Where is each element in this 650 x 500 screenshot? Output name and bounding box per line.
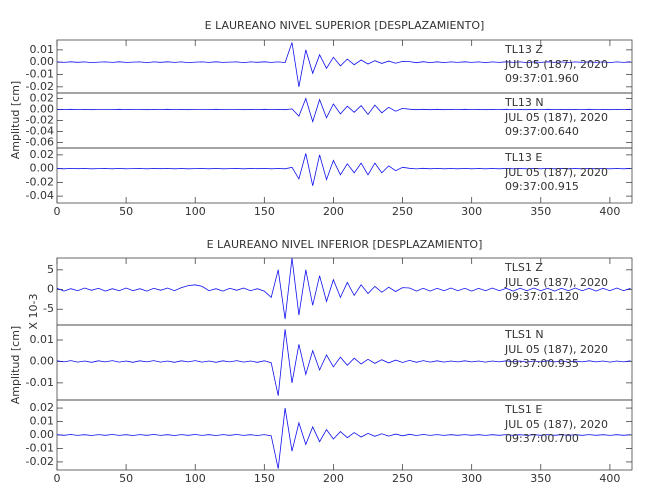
station-label: TL13 E	[504, 151, 542, 164]
x-tick-label: 400	[599, 472, 620, 485]
y-tick-label: 0	[47, 283, 54, 296]
y-tick-label: 0.01	[30, 43, 55, 56]
y-tick-label: 0.02	[30, 148, 55, 161]
y-tick-label: 0.02	[30, 401, 55, 414]
y-tick-label: 0.00	[30, 428, 55, 441]
y-tick-label: 0.00	[30, 103, 55, 116]
scale-label: X 10-3	[27, 294, 40, 330]
date-label: JUL 05 (187), 2020	[504, 343, 608, 356]
y-tick-label: -0.04	[26, 189, 54, 202]
y-tick-label: -0.02	[26, 114, 54, 127]
trace	[56, 42, 631, 87]
x-tick-label: 100	[185, 472, 206, 485]
time-label: 09:37:00.915	[505, 180, 579, 193]
date-label: JUL 05 (187), 2020	[504, 111, 608, 124]
y-tick-label: 0.02	[30, 92, 55, 105]
x-tick-label: 0	[54, 472, 61, 485]
x-tick-label: 200	[323, 205, 344, 218]
y-tick-label: -0.04	[26, 125, 54, 138]
panel-frame	[56, 147, 633, 204]
y-tick-label: -0.01	[26, 376, 54, 389]
x-tick-label: 200	[323, 472, 344, 485]
date-label: JUL 05 (187), 2020	[504, 166, 608, 179]
station-label: TL13 Z	[504, 43, 543, 56]
x-tick-label: 350	[530, 205, 551, 218]
time-label: 09:37:00.640	[505, 125, 579, 138]
x-tick-label: 250	[392, 472, 413, 485]
time-label: 09:37:01.120	[505, 290, 579, 303]
y-tick-label: 0.00	[30, 55, 55, 68]
station-label: TLS1 Z	[504, 261, 543, 274]
y-tick-label: 0.01	[30, 415, 55, 428]
chart-title: E LAUREANO NIVEL SUPERIOR [DESPLAZAMIENT…	[205, 19, 485, 32]
y-tick-label: -0.02	[26, 175, 54, 188]
trace	[56, 408, 631, 469]
y-tick-label: 0.00	[30, 354, 55, 367]
time-label: 09:37:00.700	[505, 432, 579, 445]
y-tick-label: 5	[47, 263, 54, 276]
trace	[56, 97, 631, 123]
trace	[56, 257, 631, 320]
y-tick-label: -0.02	[26, 455, 54, 468]
x-tick-label: 150	[254, 472, 275, 485]
date-label: JUL 05 (187), 2020	[504, 418, 608, 431]
x-tick-label: 350	[530, 472, 551, 485]
x-tick-label: 100	[185, 205, 206, 218]
date-label: JUL 05 (187), 2020	[504, 276, 608, 289]
x-tick-label: 0	[54, 205, 61, 218]
x-tick-label: 400	[599, 205, 620, 218]
time-label: 09:37:00.935	[505, 357, 579, 370]
y-tick-label: 0.00	[30, 162, 55, 175]
station-label: TLS1 E	[504, 403, 542, 416]
y-tick-label: -0.06	[26, 136, 54, 149]
y-axis-label: Amplitud [cm]	[9, 326, 22, 404]
chart-title: E LAUREANO NIVEL INFERIOR [DESPLAZAMIENT…	[207, 238, 483, 251]
date-label: JUL 05 (187), 2020	[504, 58, 608, 71]
trace	[56, 153, 631, 186]
station-label: TL13 N	[504, 96, 544, 109]
x-tick-label: 300	[461, 205, 482, 218]
time-label: 09:37:01.960	[505, 72, 579, 85]
station-label: TLS1 N	[504, 328, 544, 341]
x-tick-label: 250	[392, 205, 413, 218]
x-tick-label: 300	[461, 472, 482, 485]
x-tick-label: 50	[119, 472, 133, 485]
x-tick-label: 150	[254, 205, 275, 218]
y-tick-label: 0.01	[30, 333, 55, 346]
y-tick-label: -0.01	[26, 68, 54, 81]
y-axis-label: Amplitud [cm]	[9, 81, 22, 159]
trace	[56, 329, 631, 396]
x-tick-label: 50	[119, 205, 133, 218]
y-tick-label: -0.02	[26, 80, 54, 93]
y-tick-label: -5	[43, 302, 54, 315]
y-tick-label: -0.01	[26, 441, 54, 454]
